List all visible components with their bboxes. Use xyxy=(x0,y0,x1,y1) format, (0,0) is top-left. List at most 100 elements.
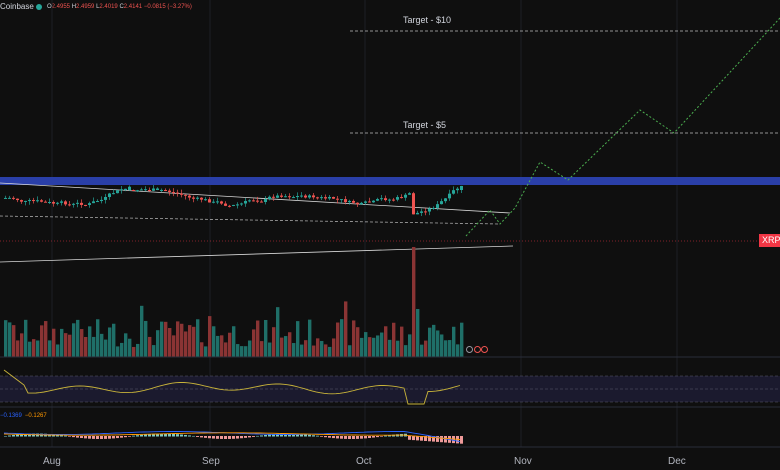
macd-bar xyxy=(104,436,107,439)
volume-bar xyxy=(196,319,200,357)
volume-bar xyxy=(220,335,224,357)
volume-bar xyxy=(24,319,28,357)
volume-bars xyxy=(4,247,464,357)
circle-icon[interactable] xyxy=(481,346,488,353)
candle xyxy=(376,199,379,201)
macd-bar xyxy=(180,434,183,437)
volume-bar xyxy=(236,344,240,357)
candle xyxy=(148,190,151,191)
candle xyxy=(80,202,83,205)
candle xyxy=(76,202,79,204)
macd-bar xyxy=(412,436,415,441)
macd-bar xyxy=(372,436,375,438)
volume-bar xyxy=(144,320,148,357)
macd-bar xyxy=(216,436,219,439)
macd-bar xyxy=(248,436,251,438)
candle xyxy=(120,189,123,191)
volume-bar xyxy=(104,339,108,357)
volume-bar xyxy=(240,346,244,357)
candle xyxy=(228,205,231,207)
projection-path[interactable] xyxy=(465,17,780,237)
volume-bar xyxy=(124,333,128,357)
macd-bar xyxy=(160,433,163,437)
macd-bar xyxy=(364,436,367,439)
candle xyxy=(336,198,339,200)
macd-bar xyxy=(376,436,379,438)
candle xyxy=(92,201,95,204)
volume-bar xyxy=(404,345,408,357)
macd-bar xyxy=(244,436,247,438)
candle xyxy=(104,197,107,200)
macd-bar xyxy=(80,436,83,439)
volume-bar xyxy=(376,335,380,357)
volume-bar xyxy=(460,322,464,357)
macd-bar xyxy=(416,436,419,441)
macd-bar xyxy=(140,434,143,437)
candle xyxy=(448,193,451,199)
macd-bar xyxy=(420,436,423,441)
macd-bar xyxy=(84,436,87,439)
macd-bar xyxy=(300,434,303,437)
volume-bar xyxy=(188,325,192,357)
volume-bar xyxy=(424,340,428,357)
candle xyxy=(60,201,63,203)
macd-bar xyxy=(264,434,267,437)
macd-bar xyxy=(232,436,235,439)
candle xyxy=(200,197,203,200)
midline[interactable] xyxy=(0,215,501,225)
candle xyxy=(72,203,75,205)
price-tag[interactable]: XRP xyxy=(759,234,780,247)
macd-bar xyxy=(320,436,323,437)
volume-bar xyxy=(52,328,56,357)
candle xyxy=(368,201,371,203)
volume-bar xyxy=(20,333,24,357)
volume-bar xyxy=(308,319,312,357)
volume-bar xyxy=(216,335,220,357)
candle xyxy=(320,197,323,199)
macd-bar xyxy=(152,433,155,437)
macd-bar xyxy=(440,436,443,443)
volume-bar xyxy=(120,342,124,357)
macd-bar xyxy=(388,435,391,437)
candle xyxy=(180,193,183,195)
candle xyxy=(156,188,159,190)
channel-upper-line[interactable] xyxy=(0,182,511,214)
candle xyxy=(340,199,343,201)
candle xyxy=(388,199,391,201)
candle xyxy=(360,202,363,205)
signal-value: −0.1267 xyxy=(24,413,47,419)
candle xyxy=(56,202,59,204)
macd-bar xyxy=(128,436,131,437)
candle xyxy=(352,200,355,203)
macd-bar xyxy=(336,436,339,439)
candle xyxy=(128,186,131,190)
channel-lower-line[interactable] xyxy=(0,245,514,263)
volume-bar xyxy=(440,334,444,357)
signal-line xyxy=(3,432,461,440)
volume-bar xyxy=(84,336,88,357)
volume-bar xyxy=(396,340,400,357)
macd-bar xyxy=(240,436,243,439)
volume-bar xyxy=(140,305,144,357)
volume-bar xyxy=(292,343,296,357)
resistance-band[interactable] xyxy=(0,177,780,185)
volume-bar xyxy=(452,326,456,357)
volume-bar xyxy=(324,344,328,357)
volume-bar xyxy=(192,326,196,357)
macd-bar xyxy=(208,436,211,439)
circle-icon[interactable] xyxy=(474,346,481,353)
grid xyxy=(51,0,678,447)
volume-bar xyxy=(68,334,72,357)
candle xyxy=(456,188,459,191)
volume-bar xyxy=(60,328,64,357)
circle-icon[interactable] xyxy=(466,346,473,353)
macd-bar xyxy=(68,436,71,437)
macd-bar xyxy=(204,436,207,438)
candle xyxy=(400,197,403,199)
candle xyxy=(348,200,351,203)
candle xyxy=(232,204,235,206)
macd-bar xyxy=(144,434,147,437)
macd-bar xyxy=(108,436,111,439)
candle xyxy=(208,199,211,203)
